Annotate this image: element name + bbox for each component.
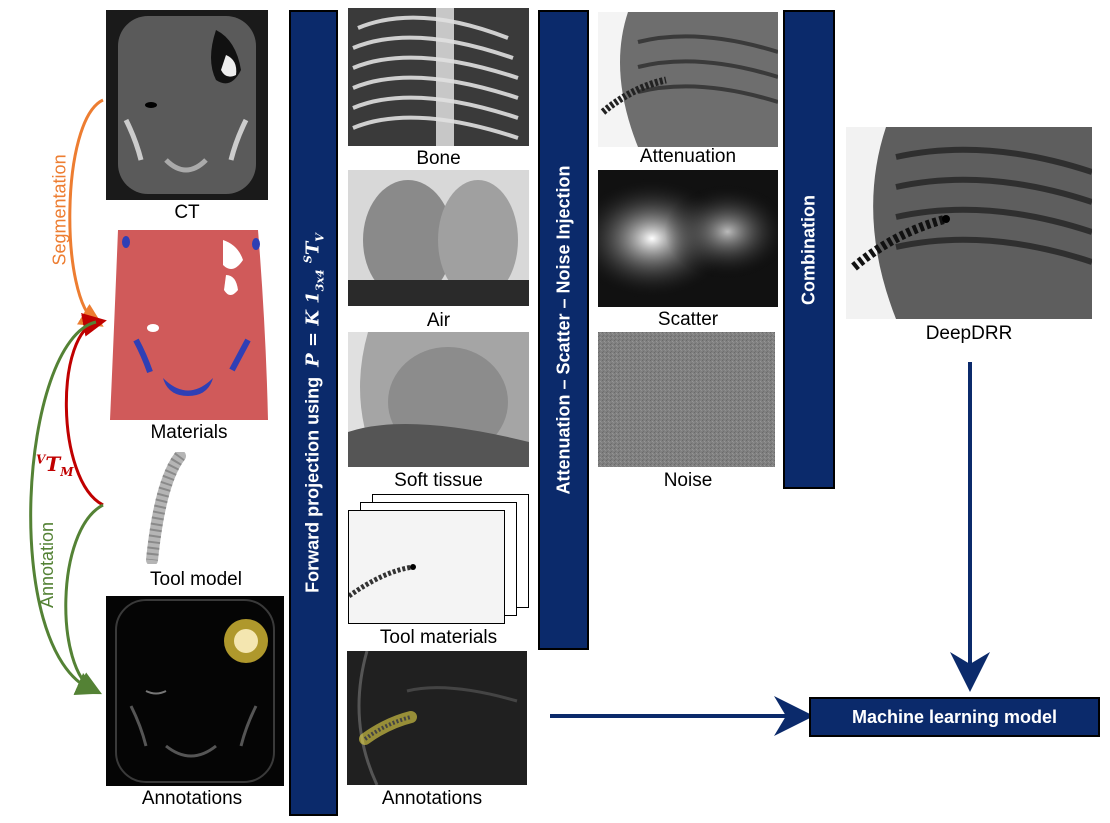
annotations-right-caption: Annotations	[381, 788, 483, 809]
annotation-arrow-outer	[29, 320, 101, 695]
air-caption: Air	[426, 310, 451, 331]
annotation-arrow-top	[64, 503, 104, 695]
noise-caption: Noise	[663, 470, 713, 491]
deepdrr-image	[846, 127, 1092, 319]
effects-bar: Attenuation – Scatter – Noise Injection	[538, 10, 589, 650]
forward-projection-bar: Forward projection using P = K 13x4 STV	[289, 10, 338, 816]
segmentation-arrow	[68, 98, 104, 327]
tool-materials-card-front	[347, 510, 505, 624]
noise-image	[598, 332, 775, 467]
scatter-caption: Scatter	[657, 309, 719, 330]
annotations-ct-image	[106, 596, 284, 786]
noise-graphic	[598, 332, 775, 467]
effects-label: Attenuation – Scatter – Noise Injection	[553, 165, 573, 495]
soft-tissue-caption: Soft tissue	[394, 470, 483, 491]
machine-learning-model-box: Machine learning model	[809, 697, 1100, 737]
attenuation-image	[598, 12, 778, 147]
relationship-arrows	[29, 98, 107, 695]
materials-segmentation-graphic	[110, 230, 268, 420]
soft-tissue-projection-graphic	[348, 332, 529, 467]
air-projection-image	[348, 170, 529, 306]
tool-materials-graphic	[347, 564, 416, 599]
attenuation-caption: Attenuation	[639, 146, 737, 167]
tool-materials-caption: Tool materials	[379, 627, 498, 648]
annotations-projection-image	[347, 651, 527, 785]
annotations-projection-graphic	[347, 651, 527, 785]
transform-label: VTM	[36, 452, 74, 479]
annotations-left-caption: Annotations	[141, 788, 243, 809]
combination-label: Combination	[798, 194, 819, 305]
bone-projection-image	[348, 8, 529, 146]
tool-materials-stack	[347, 494, 529, 624]
bone-caption: Bone	[416, 148, 461, 169]
deepdrr-graphic	[846, 127, 1092, 319]
transform-arrow	[64, 313, 107, 507]
tool-model-graphic	[146, 452, 186, 564]
annotation-label: Annotation	[37, 521, 57, 608]
ct-scan-graphic	[106, 10, 268, 200]
air-projection-graphic	[348, 170, 529, 306]
tool-model-caption: Tool model	[150, 569, 242, 590]
scatter-graphic	[598, 170, 778, 307]
scatter-image	[598, 170, 778, 307]
deepdrr-caption: DeepDRR	[925, 323, 1013, 344]
bone-projection-graphic	[348, 8, 529, 146]
transform-label-sup: V	[36, 452, 46, 467]
transform-label-base: T	[45, 452, 61, 476]
forward-projection-label: Forward projection using P = K 13x4 STV	[301, 233, 326, 593]
annotations-ct-graphic	[115, 599, 275, 783]
tool-model-image	[140, 452, 190, 564]
transform-label-sub: M	[60, 465, 74, 479]
ct-image	[106, 10, 268, 200]
soft-tissue-projection-image	[348, 332, 529, 467]
machine-learning-model-label: Machine learning model	[851, 706, 1058, 727]
forward-projection-text: Forward projection using	[302, 376, 323, 593]
attenuation-graphic	[598, 12, 778, 147]
materials-image	[108, 230, 270, 420]
segmentation-label: Segmentation	[49, 154, 70, 266]
ct-caption: CT	[174, 202, 200, 223]
materials-caption: Materials	[150, 422, 228, 443]
projection-formula: P = K 13x4 STV	[301, 233, 326, 367]
combination-bar: Combination	[783, 10, 835, 489]
